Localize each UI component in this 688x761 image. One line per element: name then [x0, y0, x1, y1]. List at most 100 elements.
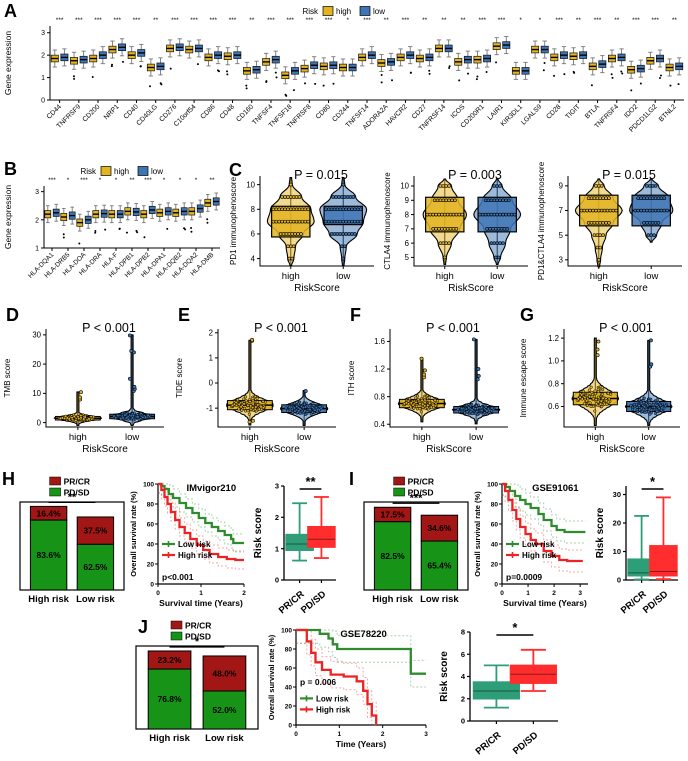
svg-text:3: 3	[559, 256, 563, 265]
svg-text:Risk: Risk	[80, 167, 97, 176]
panel-label-i: I	[349, 469, 355, 489]
svg-text:*: *	[519, 17, 522, 24]
svg-text:6: 6	[405, 239, 409, 248]
svg-text:CD80: CD80	[315, 103, 332, 120]
svg-text:1: 1	[526, 590, 530, 597]
svg-text:37.5%: 37.5%	[83, 526, 108, 536]
panel-c-ctla4-ips-violin: 5 6 7 8 9 10 high low RiskScore P = 0.003 CTLA4 im…	[380, 158, 534, 308]
svg-text:IDO2: IDO2	[623, 103, 639, 119]
panel-label-d: D	[6, 305, 19, 325]
panel-e-tide-violin: -1 0 1 2 high low RiskScore P < 0.001 TIDE score	[172, 305, 344, 470]
panel-b-hla-boxplot: 1 2 3 Gene expression Risk high low *** HLA-DQA1…	[0, 160, 226, 308]
svg-text:1.2: 1.2	[548, 334, 559, 343]
svg-text:high: high	[69, 432, 87, 443]
svg-text:2: 2	[41, 53, 45, 60]
svg-text:Time (Years): Time (Years)	[336, 739, 387, 749]
svg-text:8: 8	[251, 205, 255, 214]
svg-text:76.8%: 76.8%	[157, 694, 182, 704]
svg-text:high: high	[436, 271, 454, 282]
svg-text:80: 80	[147, 501, 155, 508]
svg-text:Gene expression: Gene expression	[3, 185, 13, 250]
svg-text:RiskScore: RiskScore	[599, 444, 645, 455]
svg-text:1: 1	[41, 75, 45, 82]
svg-text:**: **	[305, 474, 316, 489]
svg-text:Low risk: Low risk	[178, 540, 211, 549]
svg-text:*: *	[67, 177, 70, 184]
svg-text:CD28: CD28	[545, 103, 562, 120]
svg-text:p<0.001: p<0.001	[162, 572, 194, 582]
svg-text:8: 8	[405, 210, 409, 219]
svg-text:P = 0.015: P = 0.015	[294, 168, 348, 182]
svg-text:*: *	[512, 620, 518, 635]
svg-text:High risk: High risk	[316, 705, 351, 714]
svg-text:60: 60	[491, 521, 499, 528]
panel-h-risk-score-boxplot: 0 1 2 3 Risk score PR/CR PD/SD **	[252, 470, 346, 620]
svg-text:5: 5	[405, 253, 410, 262]
svg-text:Overall survival rate (%): Overall survival rate (%)	[473, 491, 482, 577]
svg-text:PD/SD: PD/SD	[299, 589, 328, 616]
svg-text:low: low	[490, 271, 504, 282]
svg-text:0: 0	[461, 717, 465, 726]
svg-text:High risk: High risk	[372, 594, 413, 605]
panel-g-immune-escape-violin: 0.6 0.8 1.0 1.2 high low RiskScore P < 0.001 Imm…	[516, 305, 688, 470]
svg-text:3: 3	[578, 590, 582, 597]
svg-text:60: 60	[285, 665, 293, 672]
panel-h-imvigor210-survival: 0 20 40 60 80 100 0 1 2 Overall survival rate (%)…	[128, 470, 250, 620]
svg-text:4: 4	[251, 254, 256, 263]
svg-text:82.5%: 82.5%	[381, 551, 406, 561]
panel-label-f: F	[350, 305, 361, 325]
svg-text:CD40: CD40	[123, 103, 140, 120]
svg-text:CD86: CD86	[199, 103, 216, 120]
svg-text:3: 3	[35, 189, 39, 196]
svg-text:High risk: High risk	[178, 551, 213, 560]
svg-text:CD44: CD44	[46, 103, 63, 120]
svg-text:high: high	[114, 167, 129, 176]
svg-text:0: 0	[500, 590, 504, 597]
svg-text:***: ***	[410, 492, 424, 504]
svg-text:6: 6	[461, 650, 465, 659]
svg-text:***: ***	[632, 17, 640, 24]
panel-label-h: H	[2, 469, 15, 489]
svg-text:Immune escape score: Immune escape score	[519, 338, 528, 417]
svg-text:0: 0	[275, 576, 279, 585]
svg-text:***: ***	[94, 17, 102, 24]
svg-text:PD/SD: PD/SD	[64, 488, 90, 498]
svg-text:low: low	[297, 432, 311, 443]
svg-text:***: ***	[210, 17, 218, 24]
svg-text:NRP1: NRP1	[103, 103, 121, 121]
svg-text:**: **	[249, 17, 255, 24]
svg-text:Risk score: Risk score	[595, 507, 606, 558]
svg-text:**: **	[672, 17, 678, 24]
svg-text:**: **	[441, 17, 447, 24]
rboxJ-chart: 0 2 4 6 8 Risk score PR/CR PD/SD *	[439, 620, 558, 757]
svg-text:low: low	[336, 271, 350, 282]
svg-text:Risk score: Risk score	[439, 651, 450, 702]
svg-text:PR/CR: PR/CR	[185, 621, 211, 631]
panel-a-immune-checkpoint-boxplot: 0 1 2 3 Gene expression Risk high low *** CD44 ***…	[0, 0, 688, 160]
svg-text:PD1&CTLA4 immunophenoscore: PD1&CTLA4 immunophenoscore	[537, 161, 546, 280]
svg-text:GSE78220: GSE78220	[340, 629, 386, 640]
svg-text:Low risk: Low risk	[76, 594, 115, 605]
svg-text:**: **	[422, 17, 428, 24]
svg-text:80: 80	[285, 646, 293, 653]
svg-text:high: high	[336, 7, 351, 16]
svg-text:***: ***	[478, 17, 486, 24]
svg-text:9: 9	[559, 182, 563, 191]
panel-label-b: B	[4, 159, 17, 179]
svg-text:high: high	[282, 271, 300, 282]
svg-text:PD/SD: PD/SD	[185, 632, 211, 642]
svg-text:20: 20	[491, 561, 499, 568]
svg-text:PR/CR: PR/CR	[408, 477, 434, 487]
svg-text:Gene expression: Gene expression	[3, 31, 13, 96]
panel-j-gse78220-survival: 0 20 40 60 80 100 0 1 2 3 Overall survival rate (%…	[266, 616, 432, 761]
svg-text:RiskScore: RiskScore	[254, 444, 300, 455]
svg-text:***: ***	[80, 177, 88, 184]
svg-text:**: **	[153, 17, 159, 24]
